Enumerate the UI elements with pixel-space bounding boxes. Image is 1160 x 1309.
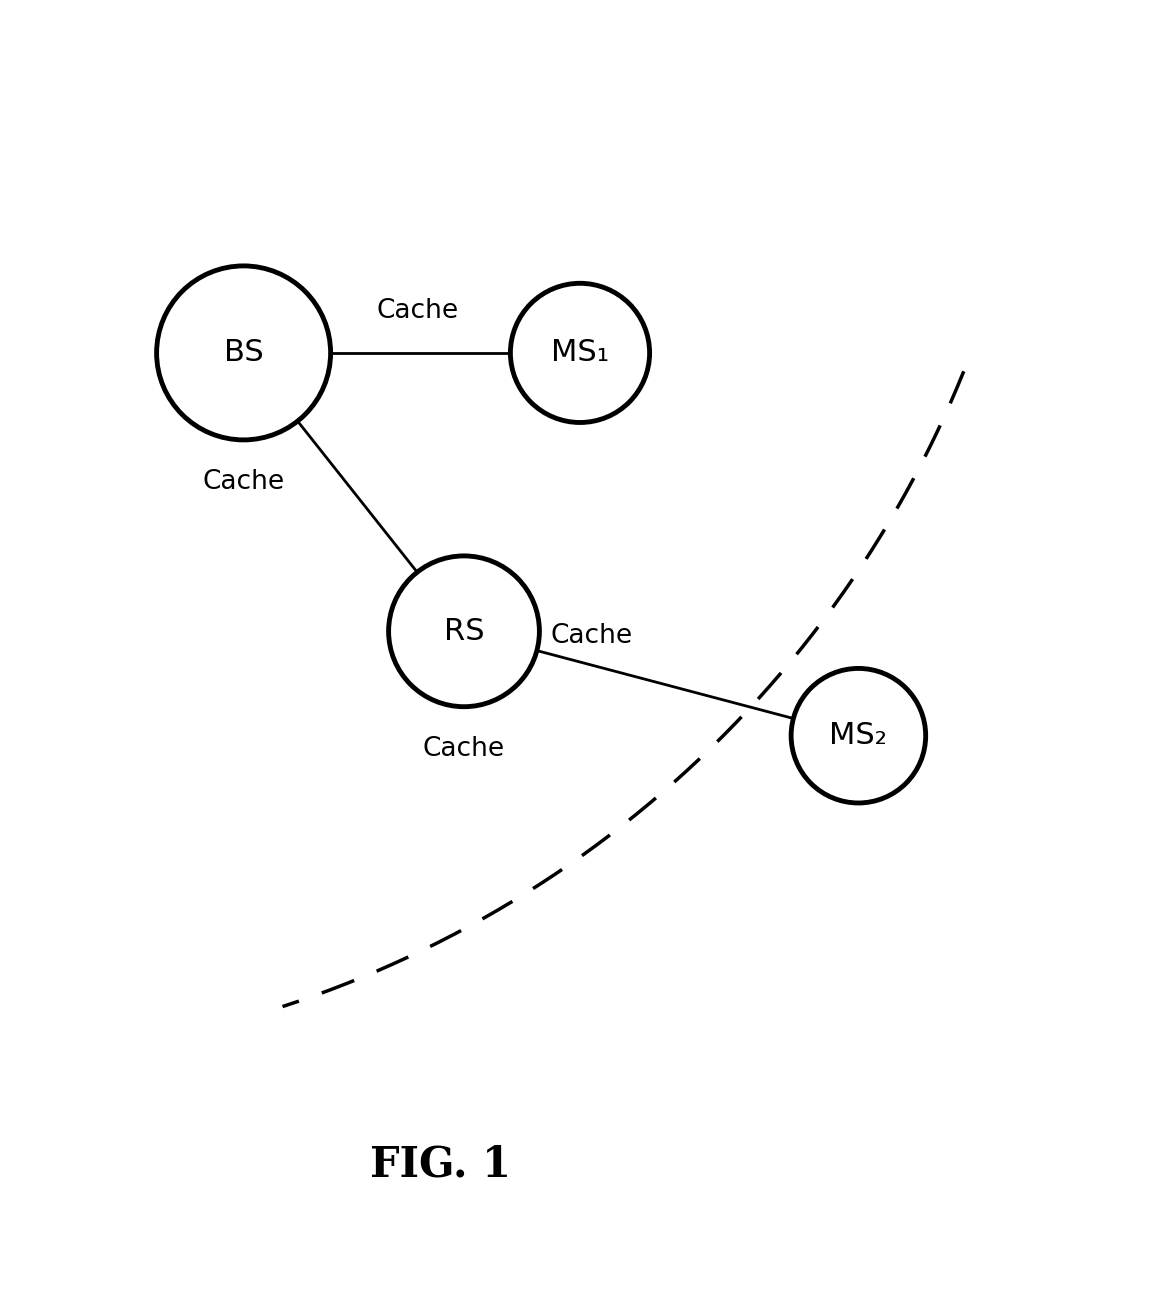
Text: Cache: Cache — [377, 298, 458, 323]
Circle shape — [157, 266, 331, 440]
Text: MS₁: MS₁ — [551, 339, 609, 368]
Text: Cache: Cache — [551, 623, 632, 649]
Text: RS: RS — [443, 617, 485, 645]
Text: FIG. 1: FIG. 1 — [370, 1144, 512, 1186]
Text: MS₂: MS₂ — [829, 721, 887, 750]
Text: Cache: Cache — [423, 736, 505, 762]
Text: BS: BS — [224, 339, 263, 368]
Circle shape — [389, 556, 539, 707]
Text: Cache: Cache — [203, 469, 284, 495]
Circle shape — [791, 669, 926, 802]
Circle shape — [510, 283, 650, 423]
